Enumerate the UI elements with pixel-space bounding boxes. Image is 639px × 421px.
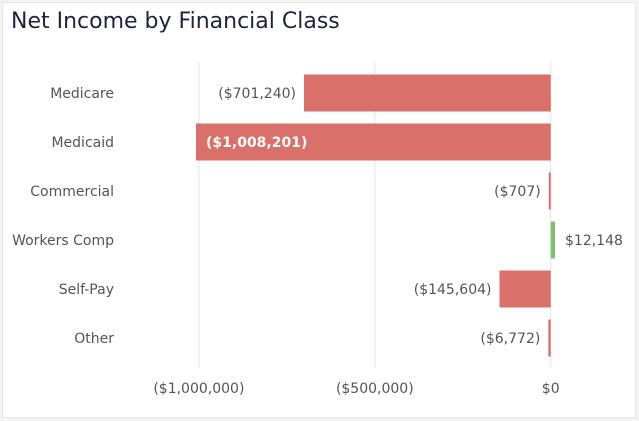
chart-title: Net Income by Financial Class <box>11 9 340 34</box>
bar <box>196 123 551 161</box>
category-label: Other <box>74 331 114 347</box>
category-label: Medicaid <box>51 135 114 151</box>
bar <box>499 270 551 308</box>
category-label: Workers Comp <box>12 233 114 249</box>
data-label: ($1,008,201) <box>206 135 307 151</box>
bar <box>548 172 551 210</box>
data-label: ($145,604) <box>414 282 492 298</box>
bar <box>550 221 555 259</box>
x-tick-label: ($500,000) <box>336 381 414 397</box>
x-tick-label: $0 <box>542 381 560 397</box>
data-label: ($6,772) <box>480 331 540 347</box>
data-label: ($701,240) <box>218 86 296 102</box>
data-label: $12,148 <box>565 233 623 249</box>
bar <box>304 74 551 112</box>
bar <box>548 319 551 357</box>
data-label: ($707) <box>494 184 541 200</box>
category-label: Medicare <box>50 86 114 102</box>
x-tick-label: ($1,000,000) <box>153 381 244 397</box>
category-label: Commercial <box>30 184 114 200</box>
category-label: Self-Pay <box>59 282 114 298</box>
